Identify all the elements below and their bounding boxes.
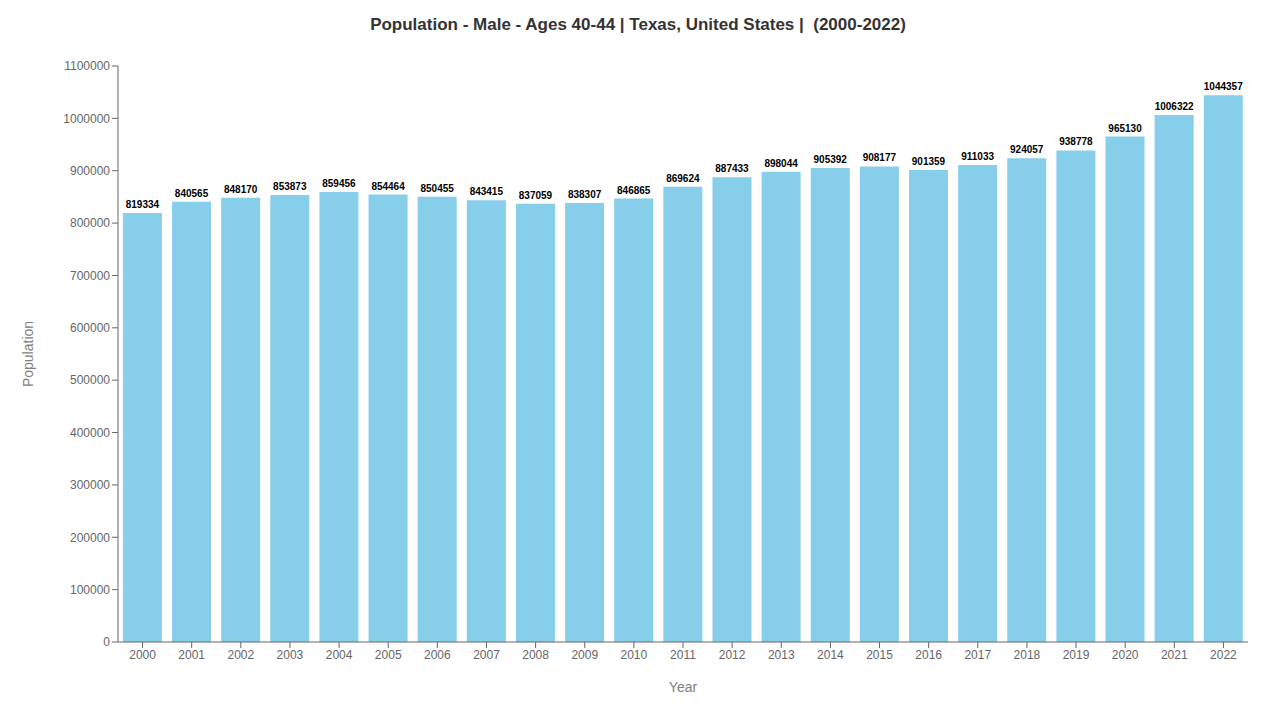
svg-text:900000: 900000	[70, 164, 110, 178]
svg-text:2012: 2012	[719, 648, 746, 662]
svg-text:2000: 2000	[129, 648, 156, 662]
svg-text:2018: 2018	[1014, 648, 1041, 662]
svg-text:2013: 2013	[768, 648, 795, 662]
svg-text:843415: 843415	[470, 186, 504, 197]
svg-text:838307: 838307	[568, 189, 602, 200]
svg-text:2017: 2017	[964, 648, 991, 662]
svg-text:800000: 800000	[70, 216, 110, 230]
svg-text:2016: 2016	[915, 648, 942, 662]
svg-text:2021: 2021	[1161, 648, 1188, 662]
svg-text:924057: 924057	[1010, 144, 1044, 155]
svg-text:854464: 854464	[371, 181, 405, 192]
svg-text:600000: 600000	[70, 321, 110, 335]
svg-text:2002: 2002	[227, 648, 254, 662]
svg-text:300000: 300000	[70, 478, 110, 492]
svg-text:887433: 887433	[715, 163, 749, 174]
svg-text:859456: 859456	[322, 178, 356, 189]
svg-text:1044357: 1044357	[1204, 81, 1243, 92]
svg-text:2004: 2004	[326, 648, 353, 662]
svg-text:2009: 2009	[571, 648, 598, 662]
svg-text:846865: 846865	[617, 185, 651, 196]
svg-text:2005: 2005	[375, 648, 402, 662]
html-text:Population - Male - Ages 40-44: Population - Male - Ages 40-44 | Texas, …	[370, 15, 906, 34]
svg-text:819334: 819334	[126, 199, 160, 210]
svg-text:2020: 2020	[1112, 648, 1139, 662]
svg-text:200000: 200000	[70, 531, 110, 545]
svg-text:2008: 2008	[522, 648, 549, 662]
svg-text:1100000: 1100000	[64, 59, 110, 73]
svg-text:837059: 837059	[519, 190, 553, 201]
svg-text:2011: 2011	[670, 648, 696, 662]
svg-text:700000: 700000	[70, 269, 110, 283]
svg-text:1000000: 1000000	[63, 112, 110, 126]
svg-text:853873: 853873	[273, 181, 307, 192]
svg-text:2015: 2015	[866, 648, 893, 662]
svg-text:869624: 869624	[666, 173, 700, 184]
svg-text:848170: 848170	[224, 184, 258, 195]
svg-text:2022: 2022	[1210, 648, 1237, 662]
svg-text:Year: Year	[669, 679, 698, 695]
svg-text:0: 0	[103, 635, 110, 649]
svg-text:1006322: 1006322	[1155, 101, 1194, 112]
svg-text:500000: 500000	[70, 373, 110, 387]
svg-text:2010: 2010	[621, 648, 648, 662]
svg-text:2001: 2001	[178, 648, 205, 662]
svg-text:2019: 2019	[1063, 648, 1090, 662]
svg-text:905392: 905392	[814, 154, 848, 165]
svg-text:908177: 908177	[863, 152, 897, 163]
svg-text:100000: 100000	[70, 583, 110, 597]
svg-text:Population: Population	[20, 321, 36, 387]
svg-text:898044: 898044	[764, 158, 798, 169]
svg-text:2006: 2006	[424, 648, 451, 662]
svg-text:938778: 938778	[1059, 136, 1093, 147]
svg-text:840565: 840565	[175, 188, 209, 199]
svg-text:965130: 965130	[1108, 123, 1142, 134]
svg-text:2007: 2007	[473, 648, 500, 662]
svg-text:850455: 850455	[421, 183, 455, 194]
svg-text:901359: 901359	[912, 156, 946, 167]
svg-text:400000: 400000	[70, 426, 110, 440]
svg-text:2014: 2014	[817, 648, 844, 662]
svg-text:911033: 911033	[961, 151, 994, 162]
svg-text:2003: 2003	[277, 648, 304, 662]
